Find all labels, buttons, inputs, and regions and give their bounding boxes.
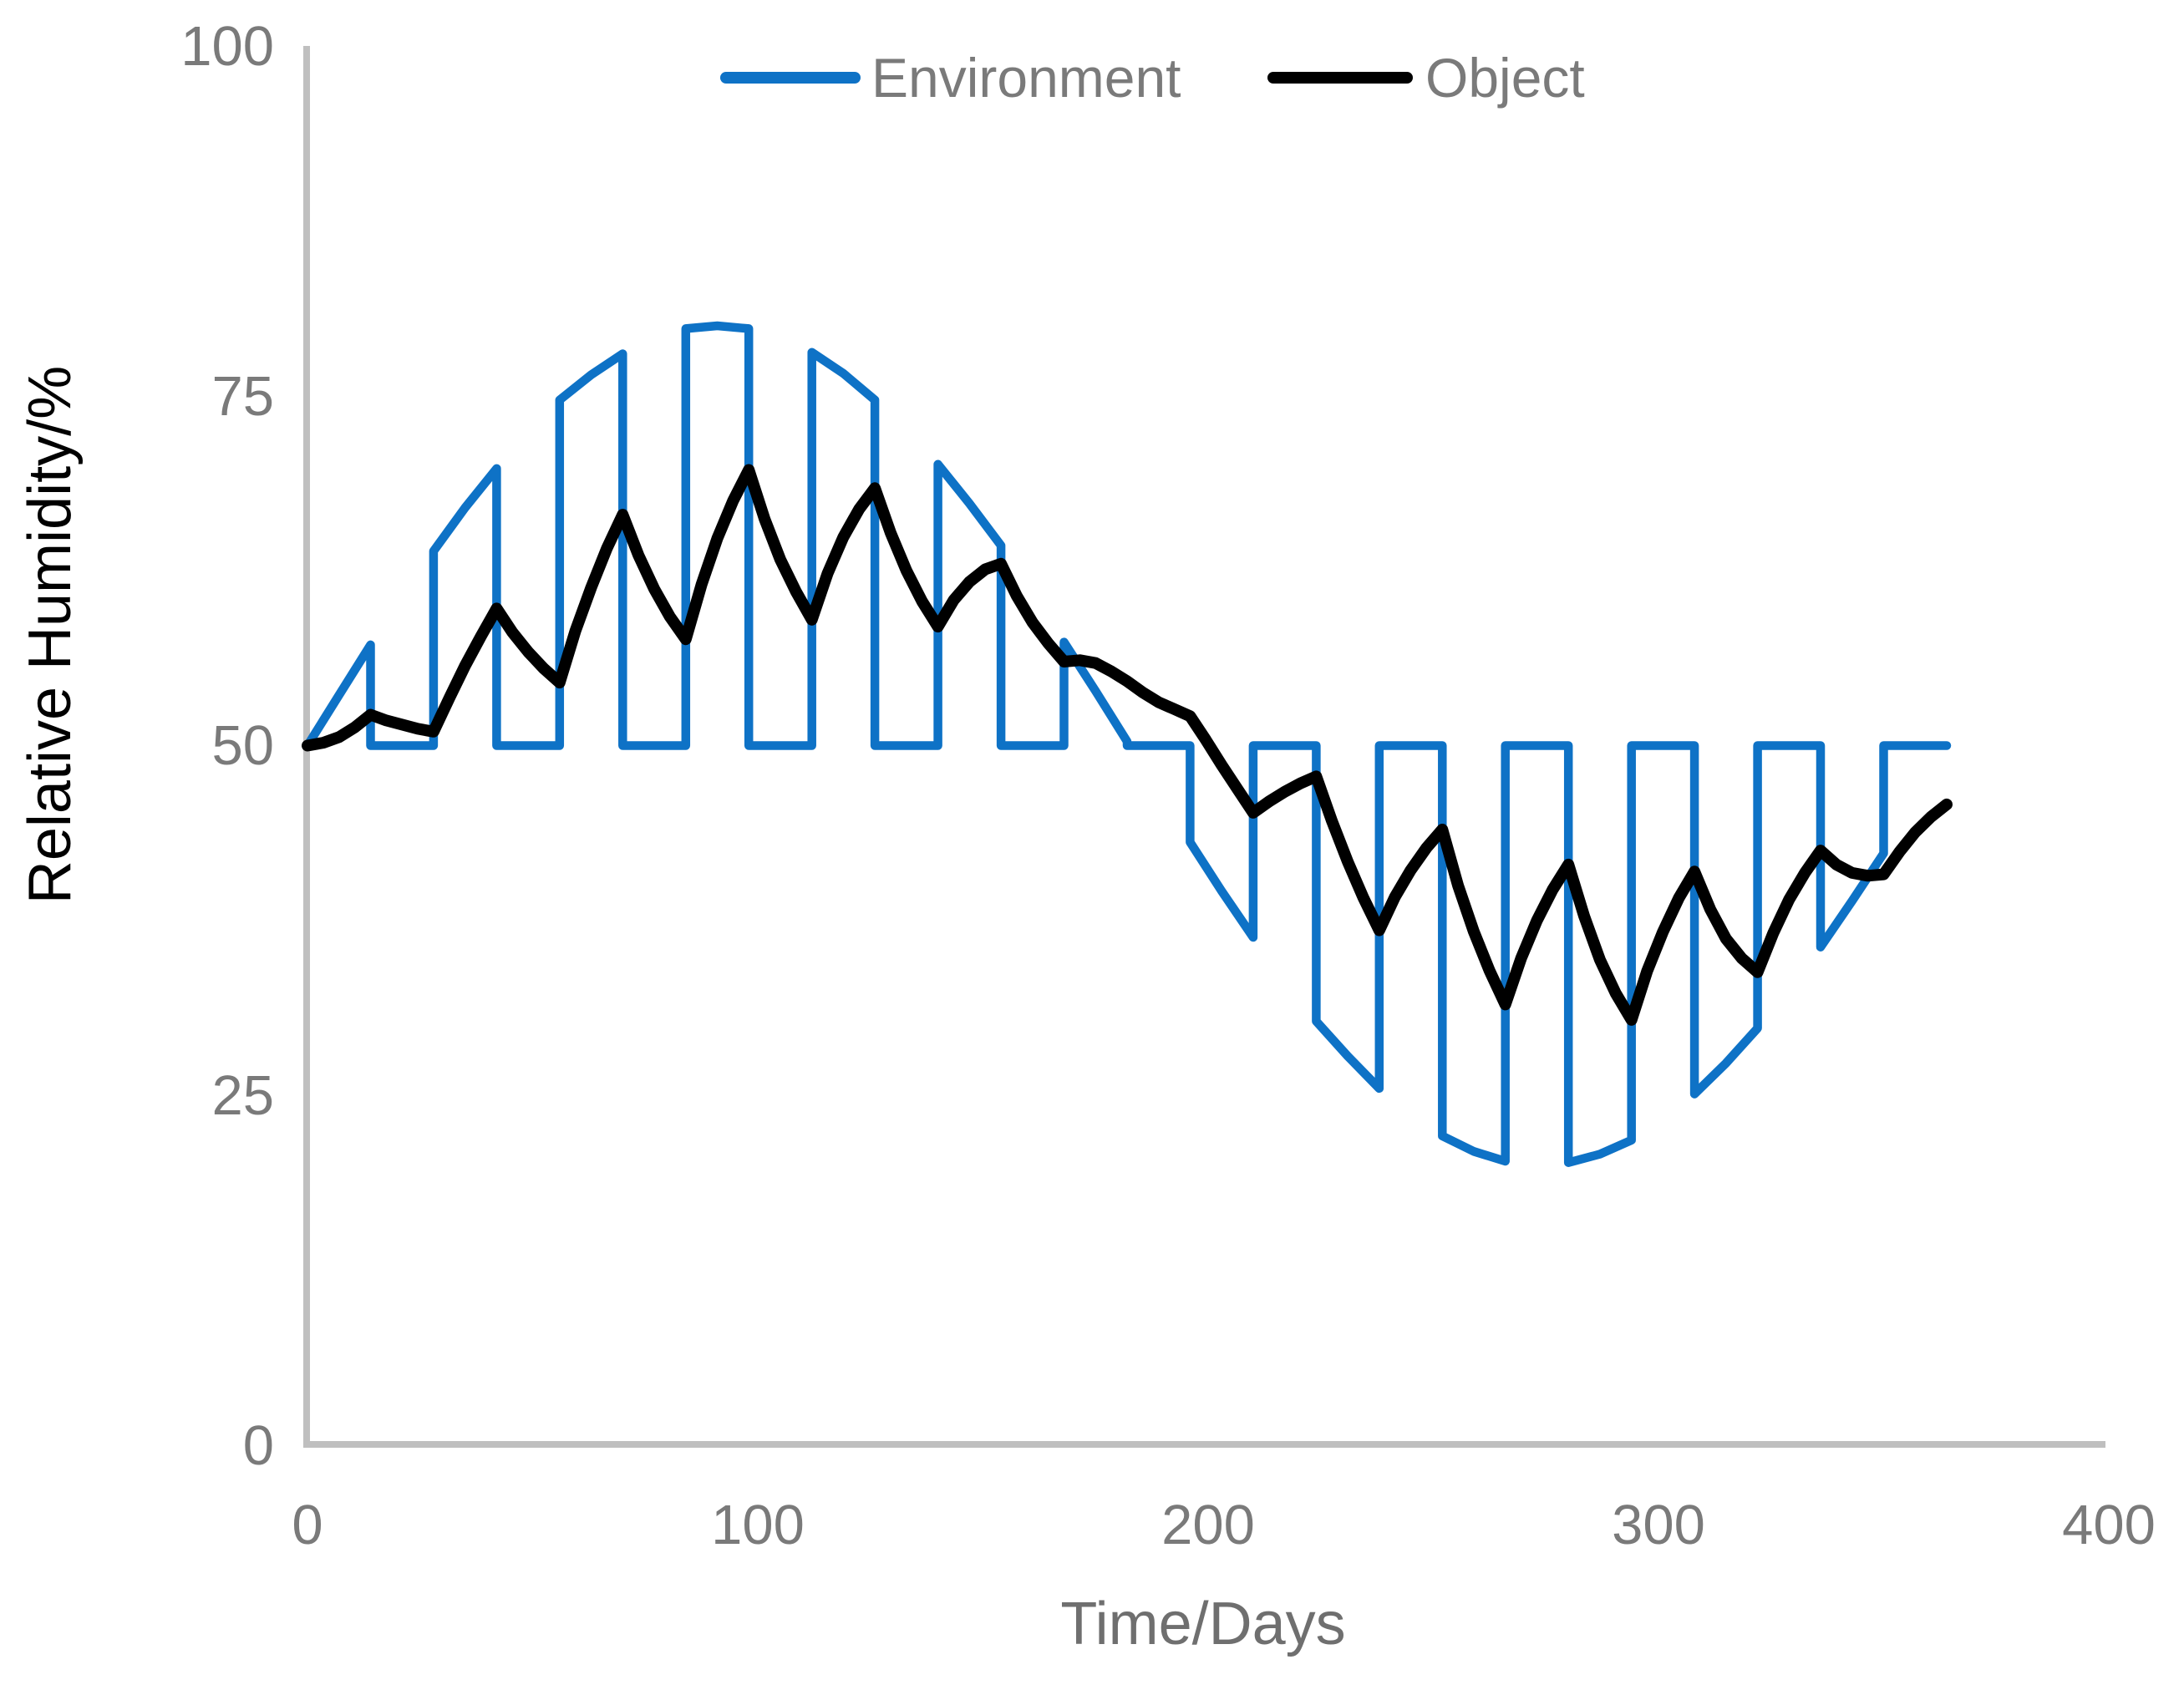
y-tick-label-100: 100	[180, 15, 274, 78]
x-tick-label-300: 300	[1612, 1494, 1705, 1556]
x-tick-label-100: 100	[711, 1494, 805, 1556]
y-tick-label-0: 0	[242, 1414, 274, 1477]
x-axis-title: Time/Days	[1060, 1591, 1346, 1657]
legend: Environment Object	[0, 0, 2184, 134]
environment-line-swatch-icon	[720, 72, 861, 84]
object-line	[302, 464, 1953, 1026]
legend-label-object: Object	[1425, 47, 1585, 109]
legend-label-environment: Environment	[871, 47, 1181, 109]
y-axis-title: Relative Humidity/%	[17, 365, 84, 905]
x-tick-label-200: 200	[1161, 1494, 1255, 1556]
environment-line	[302, 321, 1952, 1167]
y-tick-label-75: 75	[211, 365, 274, 428]
x-tick-label-400: 400	[2062, 1494, 2156, 1556]
x-tick-label-0: 0	[292, 1494, 323, 1556]
object-line-swatch-icon	[1267, 72, 1413, 84]
y-tick-label-50: 50	[211, 714, 274, 777]
y-tick-label-25: 25	[211, 1064, 274, 1127]
